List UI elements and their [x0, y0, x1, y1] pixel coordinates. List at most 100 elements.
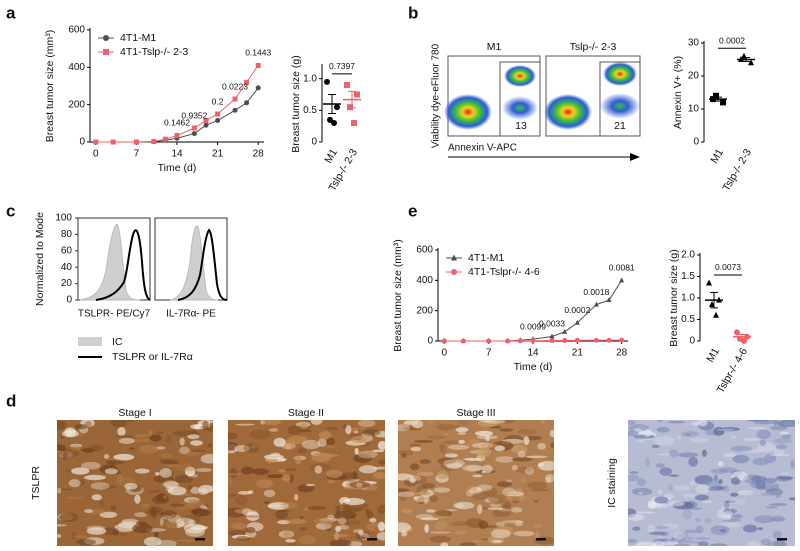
- tissue-texture: [718, 479, 723, 484]
- tissue-texture: [352, 471, 358, 480]
- tissue-texture: [252, 468, 269, 475]
- marker: [151, 138, 157, 144]
- tissue-texture: [533, 500, 539, 503]
- tissue-texture: [492, 509, 511, 518]
- tissue-texture: [517, 428, 537, 435]
- tissue-texture: [426, 435, 446, 440]
- tissue-texture: [436, 470, 449, 480]
- row-label: TSLPR: [30, 466, 42, 500]
- p-value: 0.0099: [520, 321, 546, 331]
- tissue-texture: [409, 443, 421, 447]
- marker: [344, 82, 350, 88]
- tissue-texture: [263, 501, 270, 505]
- marker: [441, 338, 447, 344]
- tissue-texture: [694, 494, 709, 501]
- tissue-texture: [74, 535, 88, 539]
- ic-histogram: [169, 225, 219, 301]
- tissue-texture: [235, 423, 255, 426]
- y-tick-label: 0.5: [681, 314, 695, 325]
- tissue-texture: [753, 515, 775, 524]
- marker: [505, 338, 511, 344]
- tissue-texture: [414, 440, 434, 443]
- tissue-texture: [710, 468, 729, 474]
- tissue-texture: [134, 494, 141, 504]
- tissue-texture: [709, 543, 728, 546]
- tissue-texture: [628, 513, 644, 521]
- tissue-texture: [185, 462, 192, 467]
- marker: [203, 122, 209, 128]
- tissue-texture: [377, 521, 385, 532]
- marker: [191, 131, 197, 137]
- tissue-texture: [465, 457, 482, 462]
- tissue-texture: [429, 531, 451, 534]
- tissue-texture: [506, 479, 512, 483]
- tissue-texture: [372, 466, 385, 470]
- tissue-texture: [490, 529, 512, 539]
- tissue-texture: [126, 420, 133, 422]
- marker: [232, 96, 238, 102]
- tissue-texture: [238, 491, 252, 495]
- tissue-texture: [779, 471, 790, 477]
- tissue-texture: [435, 510, 453, 517]
- tissue-texture: [149, 506, 163, 513]
- tissue-texture: [74, 424, 88, 430]
- tissue-texture: [657, 489, 662, 495]
- tissue-texture: [57, 524, 68, 527]
- tissue-texture: [444, 453, 459, 458]
- tissue-texture: [190, 525, 208, 531]
- tissue-texture: [527, 481, 547, 490]
- tissue-texture: [705, 480, 722, 488]
- tissue-texture: [694, 536, 710, 541]
- tissue-texture: [750, 475, 767, 482]
- tissue-texture: [313, 518, 335, 525]
- tissue-texture: [761, 482, 780, 492]
- p-value: 0.9352: [181, 110, 207, 120]
- tissue-texture: [667, 421, 686, 424]
- tissue-texture: [765, 506, 778, 509]
- tissue-texture: [779, 431, 790, 435]
- marker: [174, 132, 180, 138]
- tissue-texture: [243, 472, 249, 475]
- legend-label: TSLPR or IL-7Rα: [112, 351, 193, 363]
- tissue-texture: [284, 467, 297, 472]
- panel-letter: e: [408, 201, 417, 220]
- tissue-texture: [179, 437, 185, 446]
- tissue-texture: [245, 527, 256, 534]
- tissue-texture: [462, 457, 478, 461]
- tissue-texture: [315, 522, 332, 530]
- tissue-texture: [166, 520, 178, 529]
- marker: [244, 100, 250, 106]
- tissue-texture: [246, 511, 260, 521]
- tissue-texture: [358, 530, 364, 536]
- tissue-texture: [228, 432, 238, 440]
- p-value: 0.1443: [245, 48, 271, 58]
- marker: [133, 139, 139, 145]
- tissue-texture: [228, 529, 248, 537]
- tissue-texture: [190, 486, 201, 494]
- tissue-texture: [724, 500, 736, 504]
- tissue-texture: [730, 477, 741, 485]
- y-tick-label: 0: [427, 336, 433, 347]
- p-value: 0.0033: [539, 319, 565, 329]
- tissue-texture: [523, 436, 530, 446]
- tissue-texture: [513, 530, 535, 537]
- tissue-texture: [455, 427, 469, 433]
- flow-y-label: Viability dye-eFluor 780: [431, 43, 442, 148]
- tissue-texture: [134, 512, 148, 518]
- marker: [486, 338, 492, 344]
- tissue-texture: [628, 474, 639, 482]
- tissue-texture: [269, 428, 279, 432]
- tissue-texture: [698, 420, 708, 427]
- tissue-texture: [266, 504, 285, 508]
- ic-histogram: [79, 223, 141, 301]
- tissue-texture: [511, 464, 518, 471]
- tissue-texture: [731, 514, 743, 519]
- tissue-texture: [437, 423, 455, 431]
- tissue-texture: [492, 526, 514, 536]
- tissue-texture: [757, 527, 764, 531]
- tissue-texture: [321, 519, 333, 526]
- tissue-texture: [372, 449, 385, 453]
- legend-label: 4T1-M1: [120, 32, 156, 44]
- tissue-texture: [335, 525, 341, 533]
- tissue-texture: [374, 430, 385, 438]
